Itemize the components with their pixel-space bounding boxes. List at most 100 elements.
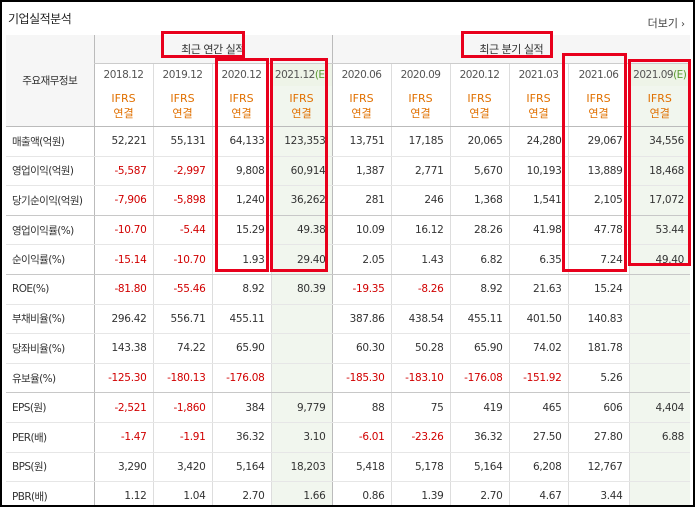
period-label: 2021.09 xyxy=(633,69,674,81)
table-cell: 27.50 xyxy=(508,422,569,453)
table-cell: 2.70 xyxy=(211,481,271,505)
table-cell: 34,556 xyxy=(628,126,691,157)
table-cell: 49.40 xyxy=(628,244,691,275)
consolidated-text: 연결 xyxy=(588,107,609,120)
consolidated-text: 연결 xyxy=(113,107,134,120)
table-cell: 10.09 xyxy=(331,215,392,246)
table-cell: 18,468 xyxy=(628,156,691,187)
table-cell: 2,771 xyxy=(390,156,451,187)
table-row: BPS(원) 3,290 3,420 5,164 18,203 5,418 5,178 5,1… xyxy=(6,452,691,483)
consolidated-text: 연결 xyxy=(291,107,312,120)
table-cell: 15.24 xyxy=(567,274,630,305)
financial-table: 주요재무정보 최근 연간 실적 최근 분기 실적 2018.12 2019.12 2… xyxy=(6,35,691,505)
table-cell: -1,860 xyxy=(152,392,212,423)
period-2019-12: 2019.12 xyxy=(152,63,212,86)
table-cell: -183.10 xyxy=(390,363,451,394)
estimate-mark: (E) xyxy=(314,69,329,81)
period-label: 2020.06 xyxy=(341,69,382,81)
row-label: PER(배) xyxy=(6,422,94,453)
estimate-mark: (E) xyxy=(673,69,687,81)
table-cell: 5,418 xyxy=(331,452,392,483)
row-label: 영업이익(억원) xyxy=(6,156,94,187)
period-2021-09: 2021.09(E) xyxy=(628,63,691,86)
table-row: EPS(원) -2,521 -1,860 384 9,779 88 75 419 465 606 4… xyxy=(6,392,691,423)
table-cell: 3,290 xyxy=(93,452,153,483)
consolidated-text: 연결 xyxy=(528,107,549,120)
ifrs-label: IFRS 연결 xyxy=(390,86,451,127)
table-cell: 1.04 xyxy=(152,481,212,505)
table-row: PER(배) -1.47 -1.91 36.32 3.10 -6.01 -23.26 36.3… xyxy=(6,422,691,453)
table-cell: 8.92 xyxy=(211,274,271,305)
ifrs-text: IFRS xyxy=(229,92,254,105)
table-cell: 47.78 xyxy=(567,215,630,246)
row-label: BPS(원) xyxy=(6,452,94,483)
table-row: PBR(배) 1.12 1.04 2.70 1.66 0.86 1.39 2.70 4.67 3.… xyxy=(6,481,691,505)
table-cell: 455.11 xyxy=(211,304,271,335)
table-cell: 1,541 xyxy=(508,185,569,216)
table-cell: -23.26 xyxy=(390,422,451,453)
period-label: 2021.06 xyxy=(578,69,619,81)
table-cell: 55,131 xyxy=(152,126,212,157)
period-2021-12: 2021.12(E) xyxy=(270,63,333,86)
table-cell: 1.43 xyxy=(390,244,451,275)
table-cell: 401.50 xyxy=(508,304,569,335)
table-cell: 465 xyxy=(508,392,569,423)
row-header-title: 주요재무정보 xyxy=(6,35,94,127)
ifrs-label: IFRS 연결 xyxy=(152,86,212,127)
period-label: 2020.09 xyxy=(400,69,441,81)
table-cell: -10.70 xyxy=(152,244,212,275)
table-cell xyxy=(628,363,691,394)
table-cell: 74.22 xyxy=(152,333,212,364)
table-cell: 6.82 xyxy=(449,244,510,275)
period-2020-06: 2020.06 xyxy=(331,63,392,86)
ifrs-text: IFRS xyxy=(647,92,672,105)
table-cell: 2.05 xyxy=(331,244,392,275)
table-cell: 13,751 xyxy=(331,126,392,157)
table-cell: 140.83 xyxy=(567,304,630,335)
consolidated-text: 연결 xyxy=(172,107,193,120)
ifrs-text: IFRS xyxy=(586,92,611,105)
ifrs-label: IFRS 연결 xyxy=(628,86,691,127)
table-cell: 65.90 xyxy=(211,333,271,364)
row-label: 영업이익률(%) xyxy=(6,215,94,246)
period-label: 2018.12 xyxy=(103,69,144,81)
more-label: 더보기 xyxy=(647,17,678,30)
table-cell: 50.28 xyxy=(390,333,451,364)
table-cell xyxy=(628,333,691,364)
table-cell: 1,240 xyxy=(211,185,271,216)
table-row: 당기순이익(억원) -7,906 -5,898 1,240 36,262 281 246 1,… xyxy=(6,185,691,216)
period-2020-09: 2020.09 xyxy=(390,63,451,86)
ifrs-text: IFRS xyxy=(349,92,374,105)
ifrs-text: IFRS xyxy=(289,92,314,105)
period-label: 2021.03 xyxy=(518,69,559,81)
table-cell: 1.12 xyxy=(93,481,153,505)
table-cell: -7,906 xyxy=(93,185,153,216)
table-cell: 5,164 xyxy=(211,452,271,483)
table-cell: 0.86 xyxy=(331,481,392,505)
table-cell: 281 xyxy=(331,185,392,216)
period-2020-12: 2020.12 xyxy=(211,63,271,86)
table-cell: -2,521 xyxy=(93,392,153,423)
table-row: 당좌비율(%) 143.38 74.22 65.90 60.30 50.28 65.90 74… xyxy=(6,333,691,364)
table-cell: 75 xyxy=(390,392,451,423)
table-cell: 4.67 xyxy=(508,481,569,505)
more-link[interactable]: 더보기 › xyxy=(648,15,685,31)
ifrs-text: IFRS xyxy=(408,92,433,105)
table-cell: 65.90 xyxy=(449,333,510,364)
table-cell: 80.39 xyxy=(270,274,333,305)
table-cell: 21.63 xyxy=(508,274,569,305)
table-cell xyxy=(628,452,691,483)
table-cell: -2,997 xyxy=(152,156,212,187)
row-label: 부채비율(%) xyxy=(6,304,94,335)
table-cell: -1.47 xyxy=(93,422,153,453)
table-cell: -8.26 xyxy=(390,274,451,305)
table-cell: -151.92 xyxy=(508,363,569,394)
period-2021-06: 2021.06 xyxy=(567,63,630,86)
table-cell: -5,898 xyxy=(152,185,212,216)
row-label: 당좌비율(%) xyxy=(6,333,94,364)
period-label: 2021.12 xyxy=(274,69,315,81)
table-cell xyxy=(270,363,333,394)
table-cell: 1.39 xyxy=(390,481,451,505)
ifrs-label: IFRS 연결 xyxy=(211,86,271,127)
